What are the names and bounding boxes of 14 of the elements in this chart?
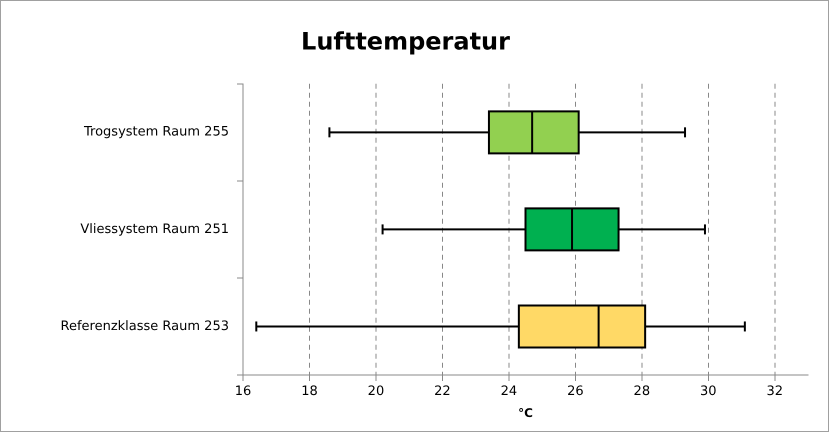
x-tick-label: 16 [234, 384, 252, 400]
x-tick-label: 20 [368, 384, 384, 400]
x-axis-title: °C [518, 406, 534, 420]
y-tick-label: Referenzklasse Raum 253 [60, 318, 229, 334]
y-tick-label: Trogsystem Raum 255 [83, 124, 229, 140]
x-tick-label: 32 [766, 384, 784, 400]
y-tick-label: Vliessystem Raum 251 [80, 222, 229, 237]
x-tick-label: 22 [434, 384, 451, 400]
x-tick-label: 24 [500, 384, 518, 400]
x-tick-label: 30 [700, 384, 717, 400]
x-tick-label: 18 [301, 384, 318, 400]
chart-title: Lufttemperatur [301, 28, 510, 56]
x-tick-label: 26 [567, 384, 584, 400]
x-tick-label: 28 [634, 384, 650, 400]
